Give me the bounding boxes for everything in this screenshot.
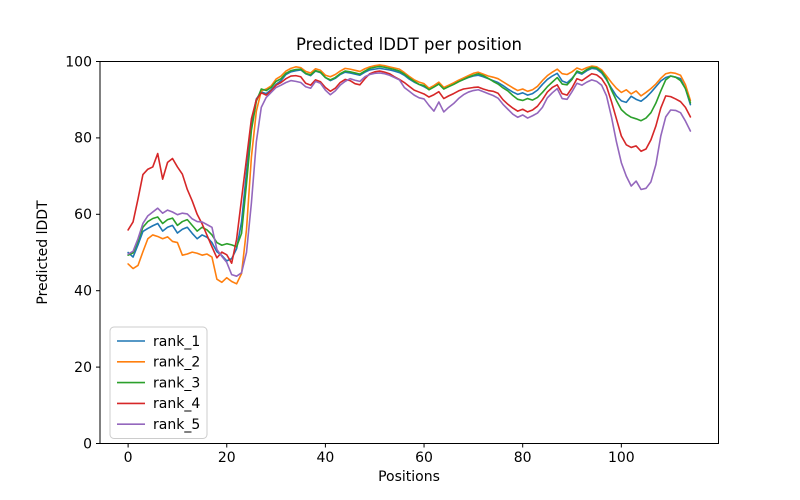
x-tick-label: 20 <box>218 450 236 466</box>
series-line-rank_3 <box>127 65 692 256</box>
legend-frame <box>109 326 208 439</box>
y-tick-label: 60 <box>74 207 92 223</box>
y-tick-label: 0 <box>83 436 92 452</box>
y-axis-label: Predicted lDDT <box>35 200 51 305</box>
x-tick-label: 60 <box>415 450 433 466</box>
series-line-rank_2 <box>127 64 692 285</box>
x-axis-ticks: 0 20 40 60 80 100 <box>124 443 635 466</box>
y-tick-label: 80 <box>74 131 92 147</box>
legend: rank_1 rank_2 rank_3 rank_4 rank_5 <box>109 326 208 439</box>
legend-label-rank_5: rank_5 <box>153 417 200 433</box>
x-axis-label: Positions <box>378 469 440 485</box>
legend-label-rank_4: rank_4 <box>153 396 200 412</box>
chart-title: Predicted lDDT per position <box>296 35 522 54</box>
series-line-rank_4 <box>127 70 692 265</box>
legend-label-rank_2: rank_2 <box>153 355 200 371</box>
y-axis-ticks: 0 20 40 60 80 100 <box>65 54 100 452</box>
series-lines <box>127 64 692 285</box>
plot-area <box>99 61 719 444</box>
x-tick-label: 100 <box>608 450 635 466</box>
x-tick-label: 0 <box>124 450 133 466</box>
series-line-rank_5 <box>127 72 692 277</box>
y-tick-label: 20 <box>74 360 92 376</box>
x-tick-label: 80 <box>514 450 532 466</box>
legend-label-rank_3: rank_3 <box>153 375 200 391</box>
x-tick-label: 40 <box>316 450 334 466</box>
legend-label-rank_1: rank_1 <box>153 334 200 350</box>
y-tick-label: 100 <box>65 54 92 70</box>
y-tick-label: 40 <box>74 284 92 300</box>
